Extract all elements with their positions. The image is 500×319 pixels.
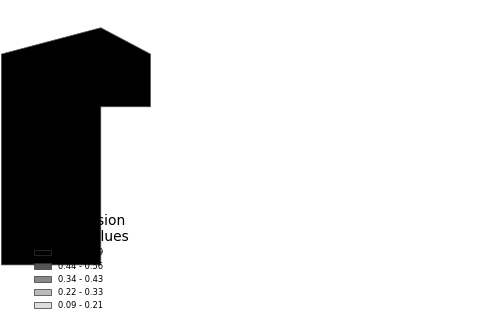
Polygon shape — [2, 28, 150, 265]
Legend: 0.57 - 0.79, 0.44 - 0.56, 0.34 - 0.43, 0.22 - 0.33, 0.09 - 0.21: 0.57 - 0.79, 0.44 - 0.56, 0.34 - 0.43, 0… — [6, 211, 132, 314]
